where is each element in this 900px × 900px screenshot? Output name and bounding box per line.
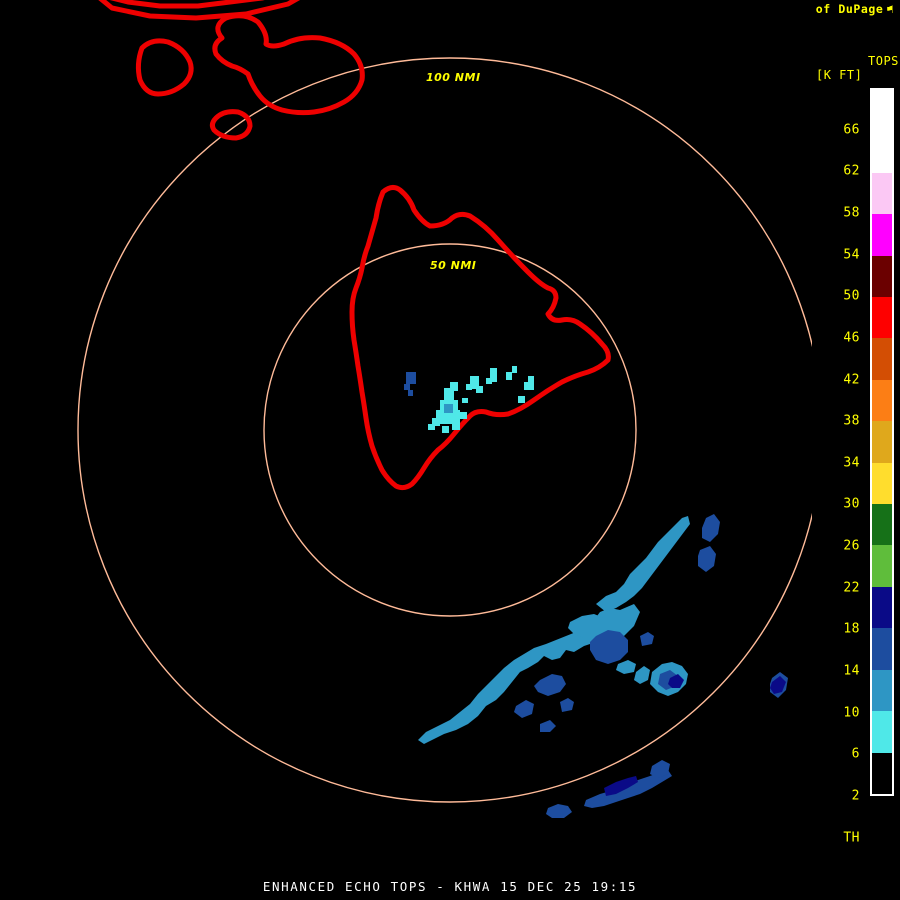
color-band-42 [872,379,892,422]
echo-darknavy-southeast [604,674,786,796]
color-scale-tick-30: 30 [843,496,860,512]
coastline-maui [212,13,365,116]
echo-navy-southeast [514,514,788,818]
color-band-18 [872,628,892,670]
color-scale-bar[interactable] [870,88,894,796]
color-band-46 [872,338,892,380]
echo-group-southeast [418,514,788,818]
color-band-58 [872,214,892,256]
color-scale-tick-62: 62 [843,163,860,179]
radar-canvas[interactable] [0,0,812,872]
color-band-30 [872,504,892,546]
color-scale-tick-38: 38 [843,413,860,429]
color-scale-tick-14: 14 [843,663,860,679]
color-band-22 [872,586,892,629]
color-scale-tick-10: 10 [843,705,860,721]
echo-group-big-island [404,366,534,433]
coastline-kahoolawe [209,109,253,141]
color-band-10 [872,711,892,753]
coastline-hawaii [349,184,611,491]
color-scale-bands [872,90,892,794]
color-band-70 [872,90,892,132]
coastlines [98,0,611,491]
range-ring-label-100: 100 NMI [426,71,481,84]
color-band-38 [872,421,892,463]
legend-title: TOPS [868,54,899,68]
color-scale-tick-66: 66 [843,122,860,138]
range-rings [77,57,812,803]
color-scale-tick-50: 50 [843,288,860,304]
legend-units: [K FT] [816,68,863,82]
color-band-62 [872,172,892,215]
color-band-34 [872,462,892,505]
coastline-lanai [135,38,194,97]
echo-blue-bigisland [444,404,453,413]
color-band-66 [872,131,892,173]
range-ring-50nmi [263,243,637,617]
flag-icon: ⚑ [886,2,894,16]
color-scale-tick-TH: TH [843,830,860,846]
color-band-6 [872,752,892,794]
color-scale-tick-34: 34 [843,455,860,471]
radar-background [0,0,812,872]
coastline-molokai [109,0,265,9]
color-scale-tick-58: 58 [843,205,860,221]
color-scale-tick-2: 2 [851,788,860,804]
color-scale-tick-6: 6 [851,746,860,762]
color-scale-tick-42: 42 [843,372,860,388]
color-band-26 [872,545,892,587]
color-scale-tick-54: 54 [843,247,860,263]
color-scale-legend: TOPS [K FT] 66 62 58 54 50 46 42 38 34 30 26 22 18 14… [806,52,900,845]
ring-label-100-mask [404,64,488,80]
echo-navy-bigisland [404,372,416,396]
ring-label-50-mask [412,252,482,268]
product-caption: ENHANCED ECHO TOPS - KHWA 15 DEC 25 19:1… [262,879,638,894]
color-scale-tick-22: 22 [843,580,860,596]
color-band-50 [872,297,892,339]
color-scale-ticks: 66 62 58 54 50 46 42 38 34 30 26 22 18 14 10 6 2 TH [806,88,866,845]
range-ring-100nmi [77,57,812,803]
color-scale-tick-46: 46 [843,330,860,346]
color-band-14 [872,669,892,712]
coastline-molokai-south [98,0,301,21]
color-scale-tick-18: 18 [843,621,860,637]
range-ring-label-50: 50 NMI [430,259,477,272]
color-band-54 [872,255,892,298]
color-scale-tick-26: 26 [843,538,860,554]
